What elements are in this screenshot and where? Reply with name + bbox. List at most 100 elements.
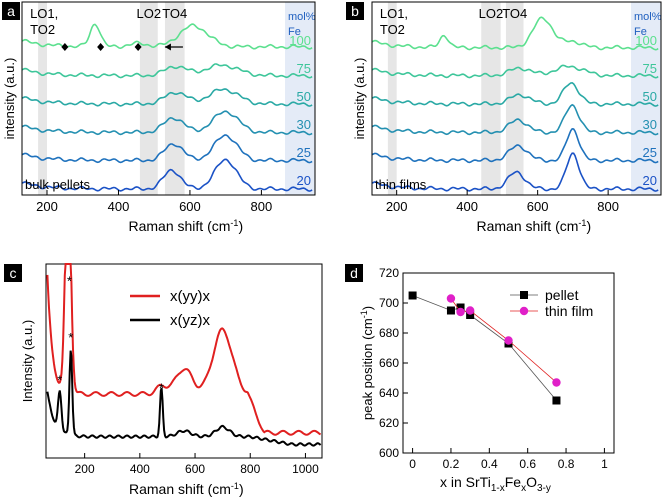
spectrum-20 <box>371 152 659 192</box>
y-axis-label: Intensity (a.u.) <box>20 320 35 402</box>
point-pellet-1 <box>446 306 455 315</box>
legend-marker-1 <box>519 306 529 316</box>
diamond-marker-1 <box>97 43 105 51</box>
x-tick-label-800: 800 <box>597 199 619 214</box>
x-tick-label-800: 800 <box>251 199 273 214</box>
y-axis-label: peak position (cm-1) <box>359 306 375 420</box>
diamond-marker-0 <box>61 43 69 51</box>
asterisk-3: * <box>159 380 164 395</box>
spectrum-75 <box>371 64 659 79</box>
band-label-1: LO2 <box>137 6 162 21</box>
diamond-marker-2 <box>134 43 142 51</box>
x-tick-label-400: 400 <box>108 199 130 214</box>
x-tick-label-400: 400 <box>130 462 150 476</box>
spectrum-50 <box>371 81 659 107</box>
y-axis-label: intensity (a.u.) <box>2 58 17 140</box>
x-tick-label-0: 0 <box>409 457 416 471</box>
band-label-2: TO4 <box>502 6 527 21</box>
spectrum-30 <box>371 103 659 136</box>
unit-label-fe: Fe <box>634 26 647 38</box>
band-label-2: TO4 <box>162 6 187 21</box>
series-label-50: 50 <box>643 89 657 104</box>
spectrum-30 <box>21 110 313 136</box>
legend-label-0: pellet <box>545 287 579 303</box>
y-tick-label-720: 720 <box>379 266 399 280</box>
band-1 <box>139 2 158 195</box>
x-axis-label: Raman shift (cm-1) <box>477 218 592 234</box>
panel-letter: d <box>350 265 358 281</box>
y-tick-label-620: 620 <box>379 416 399 430</box>
spectrum-25 <box>21 134 313 164</box>
x-tick-label-600: 600 <box>179 199 201 214</box>
y-tick-label-600: 600 <box>379 446 399 460</box>
panel-letter: c <box>10 265 17 281</box>
point-thin-film-4 <box>552 378 561 387</box>
panel-letter-bg <box>4 264 22 282</box>
spectrum-100 <box>371 16 659 51</box>
series-label-100: 100 <box>289 33 311 48</box>
plot-frame <box>371 1 662 196</box>
point-thin-film-0 <box>446 294 456 303</box>
arrow-head <box>164 43 171 51</box>
series-label-20: 20 <box>297 173 311 188</box>
band-label2-0: TO2 <box>380 22 405 37</box>
legend-label-1: x(yz)x <box>170 312 210 329</box>
spectrum-25 <box>371 127 659 164</box>
spectrum-50 <box>21 88 313 107</box>
spectrum-100 <box>21 23 313 50</box>
series-label-25: 25 <box>297 145 311 160</box>
y-tick-label-640: 640 <box>379 386 399 400</box>
x-tick-label-3: 0.6 <box>519 457 536 471</box>
point-thin-film-1 <box>456 307 465 317</box>
point-pellet-3 <box>466 311 475 319</box>
x-tick-label-200: 200 <box>75 462 95 476</box>
panel-caption: thin films <box>375 177 427 192</box>
asterisk-2: * <box>68 330 73 345</box>
series-label-30: 30 <box>297 117 311 132</box>
point-pellet-0 <box>408 291 417 300</box>
spectrum-x(yy)x <box>46 263 322 436</box>
y-tick-label-680: 680 <box>379 326 399 340</box>
point-pellet-5 <box>552 396 561 405</box>
series-label-75: 75 <box>297 61 311 76</box>
band-2 <box>505 2 524 195</box>
band-0 <box>38 2 48 195</box>
point-thin-film-2 <box>465 306 475 315</box>
x-tick-label-600: 600 <box>527 199 549 214</box>
x-tick-label-600: 600 <box>185 462 205 476</box>
series-label-30: 30 <box>643 117 657 132</box>
asterisk-0: * <box>67 274 72 289</box>
x-tick-label-5: 1 <box>601 457 608 471</box>
x-tick-label-1000: 1000 <box>292 462 319 476</box>
panel-letter-bg <box>345 264 363 282</box>
unit-label-fe: Fe <box>288 26 301 38</box>
band-label-0: LO1, <box>30 6 58 21</box>
band-label-1: LO2 <box>479 6 504 21</box>
panel-letter: a <box>7 3 15 19</box>
x-tick-label-1: 0.2 <box>443 457 460 471</box>
panel-letter-bg <box>346 2 364 20</box>
x-axis-label: Raman shift (cm-1) <box>129 218 244 234</box>
series-label-50: 50 <box>297 89 311 104</box>
plot-frame <box>45 263 323 459</box>
x-tick-label-4: 0.8 <box>558 457 575 471</box>
series-label-20: 20 <box>643 173 657 188</box>
band-0 <box>387 2 397 195</box>
plot-frame <box>21 1 316 196</box>
asterisk-1: * <box>57 373 62 388</box>
series-label-25: 25 <box>643 145 657 160</box>
x-tick-label-200: 200 <box>386 199 408 214</box>
x-tick-label-400: 400 <box>456 199 478 214</box>
panel-c: * * * * x(yy)x x(yz)x 200 400 600 800 1000 Raman sh… <box>4 263 323 497</box>
series-label-100: 100 <box>635 33 657 48</box>
spectrum-x(yz)x <box>46 350 322 447</box>
band-label-0: LO1, <box>380 6 408 21</box>
y-axis-label: intensity (a.u.) <box>352 58 367 140</box>
panel-d: 0 0.2 0.4 0.6 0.8 1 600 620 640 660 680 700 720 pelle… <box>345 264 615 494</box>
x-tick-label-2: 0.4 <box>481 457 498 471</box>
y-tick-label-700: 700 <box>379 296 399 310</box>
y-tick-label-660: 660 <box>379 356 399 370</box>
band-label2-0: TO2 <box>30 22 55 37</box>
spectrum-20 <box>21 158 313 192</box>
